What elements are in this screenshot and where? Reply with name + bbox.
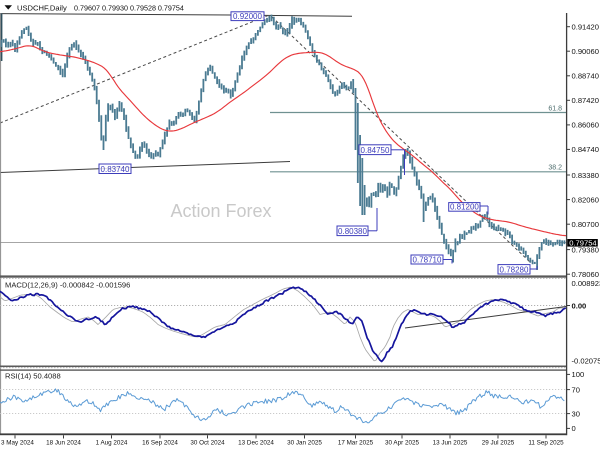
svg-text:0.78060: 0.78060 [572,270,599,279]
svg-text:13 Jun 2025: 13 Jun 2025 [433,440,468,447]
svg-text:0.00: 0.00 [572,301,587,310]
svg-text:30 Apr 2025: 30 Apr 2025 [385,440,419,447]
svg-text:30 Jan 2025: 30 Jan 2025 [287,440,322,447]
svg-text:0.81200: 0.81200 [450,203,479,212]
svg-text:0.82060: 0.82060 [572,195,599,204]
svg-text:0.84750: 0.84750 [361,146,390,155]
svg-text:0.80700: 0.80700 [572,220,599,229]
svg-text:0.79607 0.79930 0.79528 0.7975: 0.79607 0.79930 0.79528 0.79754 [74,4,184,13]
svg-text:0.91420: 0.91420 [572,23,599,32]
svg-text:-0.020759: -0.020759 [572,356,600,365]
svg-text:17 Mar 2025: 17 Mar 2025 [338,440,374,447]
svg-text:0.87420: 0.87420 [572,96,599,105]
svg-text:70: 70 [572,385,580,394]
svg-text:0.79380: 0.79380 [572,245,599,254]
svg-text:30 Oct 2024: 30 Oct 2024 [190,440,225,447]
svg-text:0.008923: 0.008923 [572,279,600,288]
svg-text:16 Sep 2024: 16 Sep 2024 [142,440,178,447]
svg-text:MACD(12,26,9) -0.000842 -0.001: MACD(12,26,9) -0.000842 -0.001596 [5,280,130,289]
svg-text:0.83740: 0.83740 [101,165,130,174]
svg-text:13 Dec 2024: 13 Dec 2024 [238,440,274,447]
svg-text:0.90060: 0.90060 [572,47,599,56]
svg-text:RSI(14) 50.4088: RSI(14) 50.4088 [5,371,61,380]
svg-text:0.92000: 0.92000 [233,12,262,21]
svg-text:0: 0 [572,424,576,433]
svg-text:0.80380: 0.80380 [338,227,367,236]
svg-text:0.78280: 0.78280 [500,265,529,274]
svg-text:30: 30 [572,409,580,418]
svg-text:18 Jun 2024: 18 Jun 2024 [46,440,81,447]
svg-text:3 May 2024: 3 May 2024 [1,440,34,447]
svg-text:1 Aug 2024: 1 Aug 2024 [96,440,128,447]
svg-text:100: 100 [572,370,585,379]
svg-text:0.83380: 0.83380 [572,171,599,180]
svg-text:0.79754: 0.79754 [569,238,596,247]
svg-text:0.86060: 0.86060 [572,121,599,130]
svg-text:0.88740: 0.88740 [572,72,599,81]
svg-text:29 Jul 2025: 29 Jul 2025 [482,440,515,447]
svg-text:38.2: 38.2 [548,165,562,172]
svg-text:USDCHF,Daily: USDCHF,Daily [17,4,67,13]
svg-text:61.8: 61.8 [548,106,562,113]
svg-text:0.84740: 0.84740 [572,145,599,154]
svg-text:Action Forex: Action Forex [170,201,271,221]
svg-text:11 Sep 2025: 11 Sep 2025 [528,440,564,447]
svg-text:0.78710: 0.78710 [413,255,442,264]
